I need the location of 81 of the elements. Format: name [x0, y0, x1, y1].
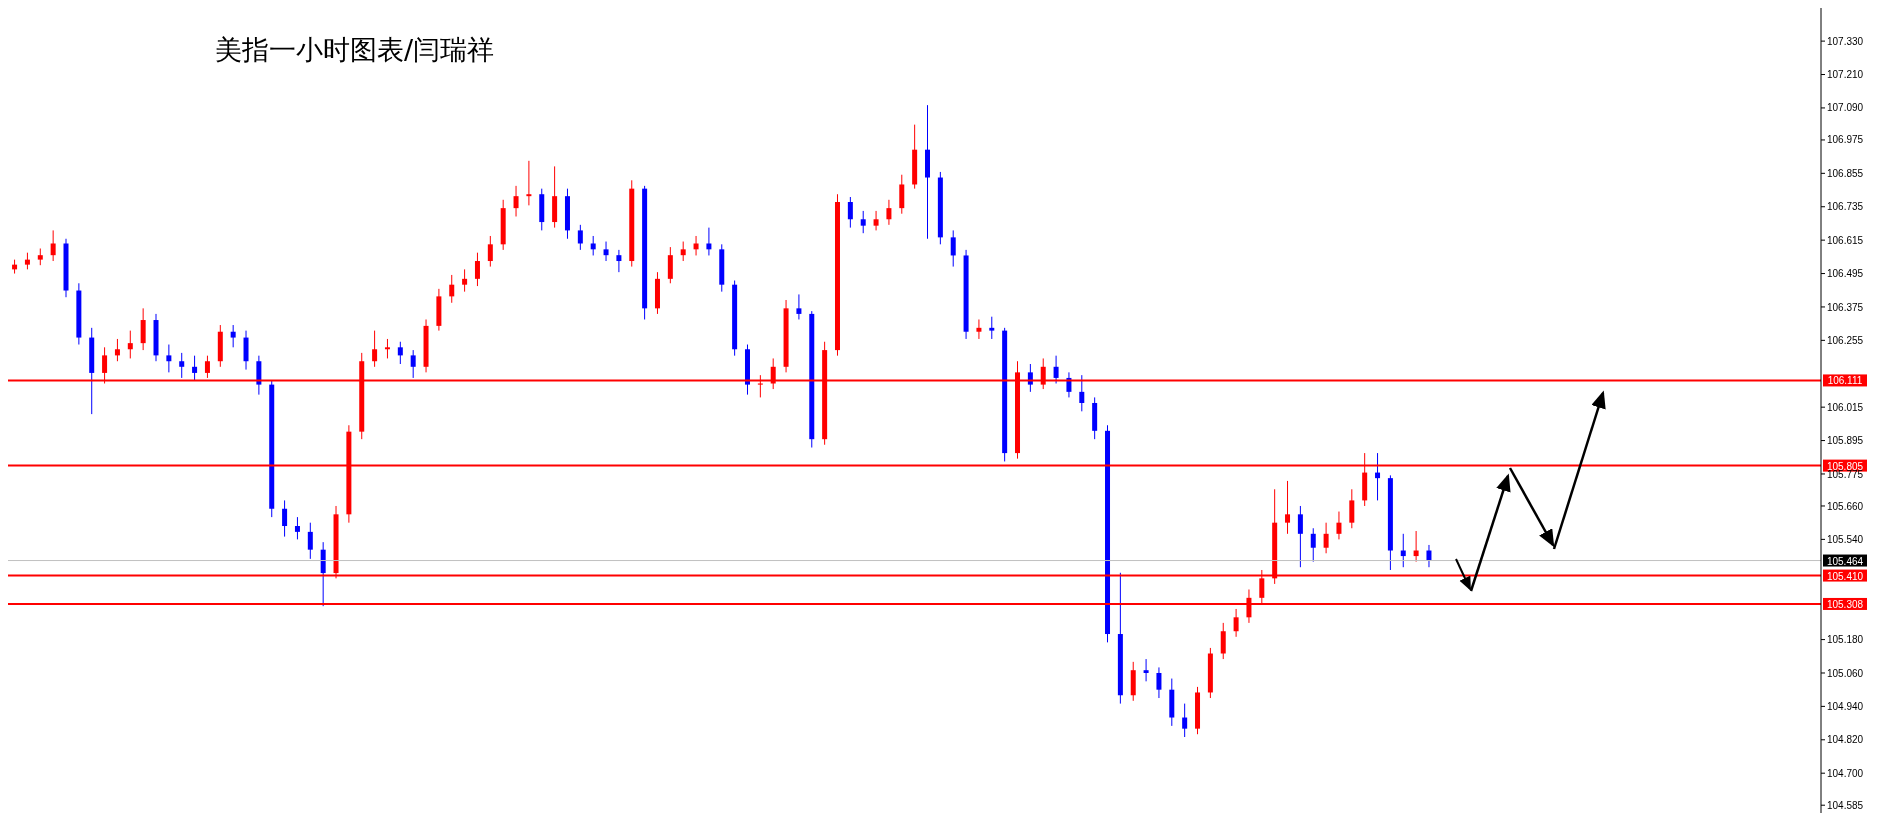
candlestick [950, 229, 956, 268]
y-tick-label: 106.375 [1827, 301, 1864, 313]
candlestick [1233, 608, 1239, 638]
y-tick-label: 106.615 [1827, 234, 1864, 246]
candlestick [449, 274, 455, 304]
candlestick [1156, 666, 1162, 699]
candlestick [616, 249, 622, 273]
candlestick [114, 338, 120, 362]
candlestick [1426, 544, 1432, 568]
candlestick [1297, 505, 1303, 568]
candlestick [860, 210, 866, 234]
candlestick [603, 241, 609, 262]
candlestick [1079, 374, 1085, 412]
candlestick [1323, 522, 1329, 554]
ref-line-label: 105.464 [1826, 555, 1864, 567]
ref-line-label: 106.111 [1827, 375, 1863, 387]
y-tick-label: 105.660 [1827, 500, 1864, 512]
y-tick-label: 106.975 [1827, 134, 1864, 146]
y-tick-label: 106.735 [1827, 201, 1864, 213]
candlestick [873, 210, 879, 231]
candlestick [976, 318, 982, 340]
y-tick-label: 104.940 [1827, 700, 1864, 712]
candlestick [1285, 480, 1291, 535]
y-tick-label: 107.090 [1827, 102, 1864, 114]
y-tick-label: 105.060 [1827, 667, 1864, 679]
candlestick [243, 330, 249, 371]
y-tick-label: 104.820 [1827, 734, 1864, 746]
ref-line-label: 105.308 [1826, 598, 1864, 610]
candlestick [487, 235, 493, 268]
ref-line-label: 105.805 [1826, 460, 1864, 472]
y-tick-label: 104.585 [1827, 799, 1864, 811]
y-tick-label: 105.180 [1827, 634, 1864, 646]
y-tick-label: 107.330 [1827, 35, 1864, 47]
candlestick [410, 349, 416, 379]
candlestick [899, 174, 905, 215]
candlestick [256, 355, 262, 396]
candlestick [462, 268, 468, 293]
candlestick [847, 196, 853, 229]
candlestick [474, 252, 480, 287]
candlestick [140, 307, 146, 351]
candlestick [667, 246, 673, 284]
candlestick [397, 341, 403, 365]
text: 美指一小时图表/闫瑞祥 [215, 33, 495, 67]
candlestick [307, 522, 313, 560]
candlestick [294, 516, 300, 540]
candlestick [127, 330, 133, 359]
candlestick [590, 235, 596, 256]
candlestick [706, 227, 712, 256]
candlestick [513, 185, 519, 217]
y-tick-label: 105.540 [1827, 533, 1864, 545]
candlestick [179, 352, 185, 379]
candlestick [1349, 488, 1355, 529]
candlestick [1310, 527, 1316, 563]
candlestick [1220, 622, 1226, 660]
y-tick-label: 106.255 [1827, 334, 1864, 346]
candlestick [1143, 658, 1149, 682]
candlestick [166, 344, 172, 373]
ref-line-label: 105.410 [1826, 570, 1864, 582]
y-tick-label: 105.895 [1827, 435, 1864, 447]
candlestick [1182, 703, 1188, 738]
candlestick [680, 241, 686, 262]
candlestick [693, 235, 699, 256]
y-tick-label: 106.015 [1827, 401, 1864, 413]
candlestick [989, 316, 995, 340]
candlestick [372, 330, 378, 368]
y-tick-label: 106.495 [1827, 268, 1864, 280]
candlestick [384, 338, 390, 359]
y-tick-label: 104.700 [1827, 767, 1864, 779]
candlestick [796, 293, 802, 320]
candlestick [230, 324, 236, 348]
y-tick-label: 107.210 [1827, 69, 1864, 81]
candlestick [886, 199, 892, 226]
candlestick [282, 499, 288, 538]
candlestick [577, 224, 583, 251]
candlestick [526, 160, 532, 206]
candlestick [50, 229, 56, 262]
candlestick [1336, 511, 1342, 540]
candlestick [320, 541, 326, 607]
y-tick-label: 106.855 [1827, 167, 1864, 179]
candlestick [192, 355, 198, 382]
candlestick [1053, 355, 1059, 384]
